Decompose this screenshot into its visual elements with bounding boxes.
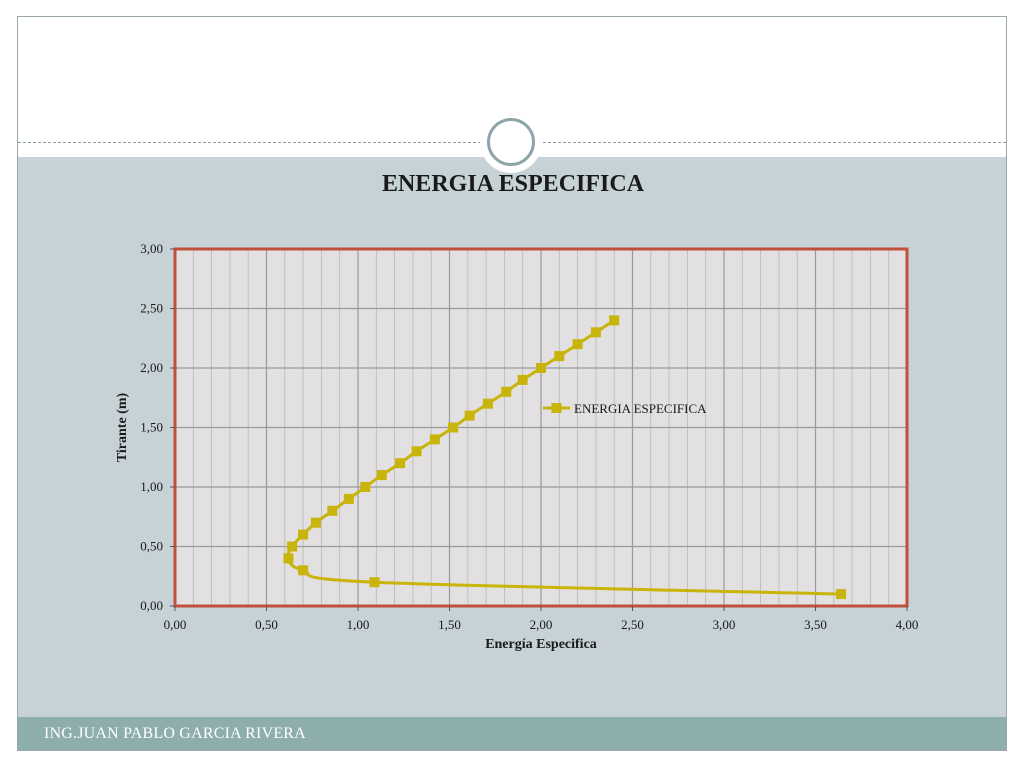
data-point: [836, 589, 847, 600]
x-axis-label: Energía Especifica: [485, 637, 597, 652]
data-point: [609, 315, 620, 326]
data-point: [482, 398, 493, 409]
y-tick-label: 2,50: [140, 301, 163, 316]
legend: ENERGIA ESPECIFICA: [543, 401, 707, 416]
x-tick-label: 1,00: [347, 617, 370, 632]
y-tick-label: 2,00: [140, 360, 163, 375]
circle-emblem-icon: [480, 111, 542, 173]
x-tick-label: 3,00: [713, 617, 736, 632]
x-tick-label: 0,00: [164, 617, 187, 632]
data-point: [310, 517, 321, 528]
data-point: [360, 482, 371, 492]
y-axis-ticks: 0,00 0,50 1,00 1,50 2,00 2,50 3,00: [140, 241, 175, 613]
data-point: [536, 363, 546, 373]
footer-author: ING.JUAN PABLO GARCIA RIVERA: [44, 725, 306, 742]
data-point: [298, 565, 309, 576]
data-point: [287, 541, 298, 552]
y-tick-label: 1,00: [140, 479, 163, 494]
data-point: [298, 529, 309, 540]
footer-bar: ING.JUAN PABLO GARCIA RIVERA: [18, 717, 1006, 750]
x-tick-label: 2,50: [621, 617, 644, 632]
legend-label: ENERGIA ESPECIFICA: [574, 401, 707, 416]
x-tick-label: 3,50: [804, 617, 827, 632]
data-point: [501, 386, 512, 397]
y-tick-label: 0,50: [140, 539, 163, 554]
legend-marker: [551, 403, 562, 413]
data-point: [395, 458, 406, 469]
y-tick-label: 3,00: [140, 241, 163, 256]
data-point: [411, 446, 422, 457]
data-point: [464, 410, 475, 421]
y-tick-label: 0,00: [140, 598, 163, 613]
x-tick-label: 2,00: [530, 617, 553, 632]
data-point: [590, 327, 601, 338]
y-axis-label: Tirante (m): [115, 392, 130, 462]
data-point: [327, 505, 338, 516]
data-point: [343, 493, 354, 504]
data-point: [429, 434, 440, 445]
x-tick-label: 0,50: [255, 617, 278, 632]
data-point: [376, 470, 387, 481]
data-point: [572, 339, 583, 350]
data-point: [283, 553, 294, 564]
data-point: [369, 577, 380, 588]
data-point: [448, 422, 459, 433]
data-point: [517, 374, 528, 385]
x-tick-label: 1,50: [438, 617, 461, 632]
series-energia-especifica: [283, 315, 847, 600]
x-axis-ticks: 0,00 0,50 1,00 1,50 2,00 2,50 3,00 3,50 4,00: [164, 606, 919, 632]
x-tick-label: 4,00: [896, 617, 919, 632]
chart-title: ENERGIA ESPECIFICA: [381, 171, 645, 197]
y-tick-label: 1,50: [140, 420, 163, 435]
data-point: [554, 351, 565, 362]
circle-emblem-ring: [487, 118, 535, 166]
grid-lines: [175, 249, 907, 606]
